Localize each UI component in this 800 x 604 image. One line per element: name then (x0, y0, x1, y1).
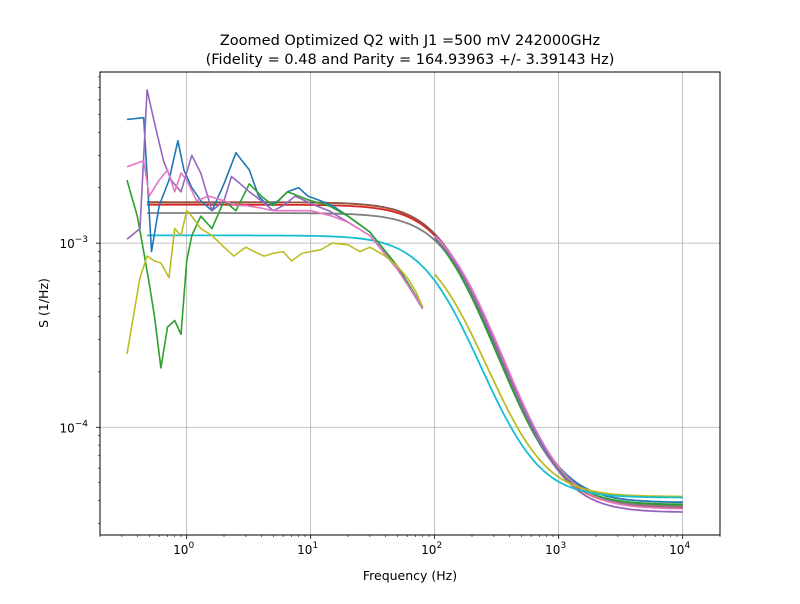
fit-line-6 (434, 237, 683, 513)
chart-title: Zoomed Optimized Q2 with J1 =500 mV 2420… (220, 33, 600, 49)
fit-line-7 (434, 235, 683, 510)
y-tick-label: 10−3 (59, 235, 88, 251)
x-tick-label: 102 (421, 541, 442, 557)
x-axis-label: Frequency (Hz) (363, 568, 457, 583)
tick-layer: 100 101 102 103 104 10−4 10−3 (59, 76, 721, 557)
data-line-0 (126, 116, 424, 308)
chart-subtitle: (Fidelity = 0.48 and Parity = 164.93963 … (206, 52, 615, 68)
fit-line-8 (434, 273, 683, 498)
plot-frame (99, 71, 721, 536)
x-tick-label: 100 (173, 541, 194, 557)
data-line-3 (126, 160, 424, 308)
y-tick-label: 10−4 (59, 419, 88, 435)
data-line-4 (126, 209, 424, 355)
series-layer (126, 89, 683, 513)
data-line-2 (126, 89, 424, 310)
data-line-1 (126, 179, 424, 369)
plot-area (100, 72, 720, 535)
grid-layer (100, 72, 720, 535)
y-axis-label: S (1/Hz) (36, 278, 51, 328)
x-tick-label: 104 (669, 541, 690, 557)
x-tick-label: 103 (545, 541, 566, 557)
x-tick-label: 101 (297, 541, 318, 557)
fit-line-9 (147, 234, 683, 499)
